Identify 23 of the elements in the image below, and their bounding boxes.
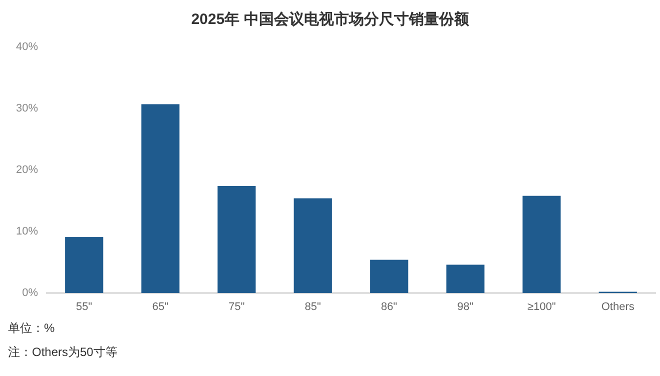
text: 单位：% — [8, 321, 55, 335]
x-tick-label: 65" — [152, 301, 169, 313]
bar — [141, 104, 180, 293]
y-tick-label: 20% — [16, 164, 38, 176]
text: 注：Others为50寸等 — [8, 345, 118, 359]
bar — [65, 237, 104, 293]
x-tick-label: 75" — [228, 301, 245, 313]
bar — [446, 264, 484, 293]
x-tick-label: Others — [601, 301, 635, 313]
y-tick-label: 10% — [16, 226, 38, 238]
y-tick-label: 30% — [16, 102, 38, 114]
bar — [218, 186, 256, 293]
x-tick-label: 98" — [457, 301, 474, 313]
x-tick-label: 86" — [381, 301, 398, 313]
chart-title: 2025年 中国会议电视市场分尺寸销量份额 — [191, 10, 470, 28]
y-tick-label: 0% — [22, 287, 38, 299]
bar — [294, 198, 332, 293]
y-tick-label: 40% — [16, 41, 38, 53]
bar — [370, 260, 408, 293]
x-tick-label: ≥100" — [527, 301, 556, 313]
bar — [522, 196, 561, 293]
x-tick-label: 85" — [304, 301, 322, 313]
x-tick-label: 55" — [76, 301, 92, 313]
